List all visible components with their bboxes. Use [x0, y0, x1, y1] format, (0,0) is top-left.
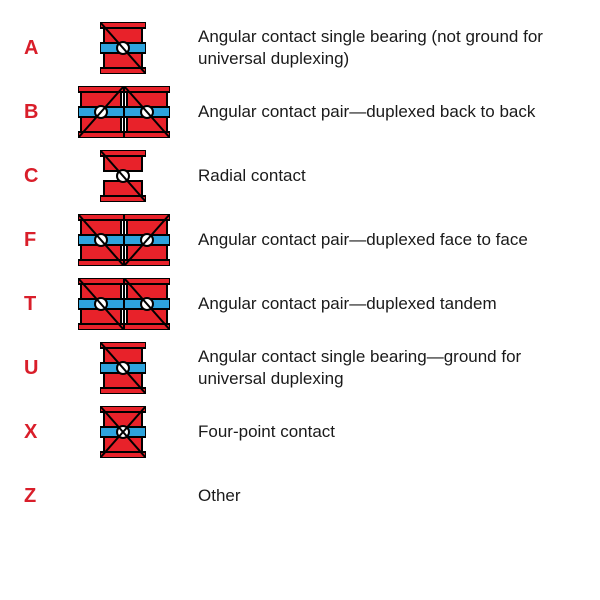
bearing-row-a: A Angular contact single bearing (not gro… — [24, 22, 576, 74]
bearing-description: Angular contact single bearing (not grou… — [190, 26, 576, 70]
bearing-description: Angular contact pair—duplexed back to ba… — [190, 101, 576, 123]
bearing-description: Four-point contact — [190, 421, 576, 443]
bearing-code-table: A Angular contact single bearing (not gro… — [24, 22, 576, 522]
bearing-description: Radial contact — [190, 165, 576, 187]
bearing-code: T — [24, 293, 78, 316]
bearing-icon — [78, 22, 190, 74]
bearing-row-x: X Four-point contact — [24, 406, 576, 458]
bearing-icon — [78, 278, 190, 330]
bearing-description: Angular contact pair—duplexed tandem — [190, 293, 576, 315]
bearing-row-u: U Angular contact single bearing—ground f… — [24, 342, 576, 394]
bearing-code: B — [24, 101, 78, 124]
bearing-code: X — [24, 421, 78, 444]
bearing-code: F — [24, 229, 78, 252]
bearing-icon — [78, 86, 190, 138]
bearing-row-b: B Angular contact pair—duplexed back to b… — [24, 86, 576, 138]
bearing-row-c: C Radial contact — [24, 150, 576, 202]
bearing-code: C — [24, 165, 78, 188]
bearing-code: Z — [24, 485, 78, 508]
bearing-row-f: F Angular contact pair—duplexed face to f… — [24, 214, 576, 266]
bearing-icon — [78, 150, 190, 202]
bearing-icon — [78, 342, 190, 394]
bearing-row-t: T Angular contact pair—duplexed tandem — [24, 278, 576, 330]
bearing-icon — [78, 214, 190, 266]
bearing-row-z: Z Other — [24, 470, 576, 522]
bearing-code: U — [24, 357, 78, 380]
bearing-description: Angular contact pair—duplexed face to fa… — [190, 229, 576, 251]
bearing-code: A — [24, 37, 78, 60]
bearing-description: Angular contact single bearing—ground fo… — [190, 346, 576, 390]
bearing-icon — [78, 406, 190, 458]
bearing-description: Other — [190, 485, 576, 507]
